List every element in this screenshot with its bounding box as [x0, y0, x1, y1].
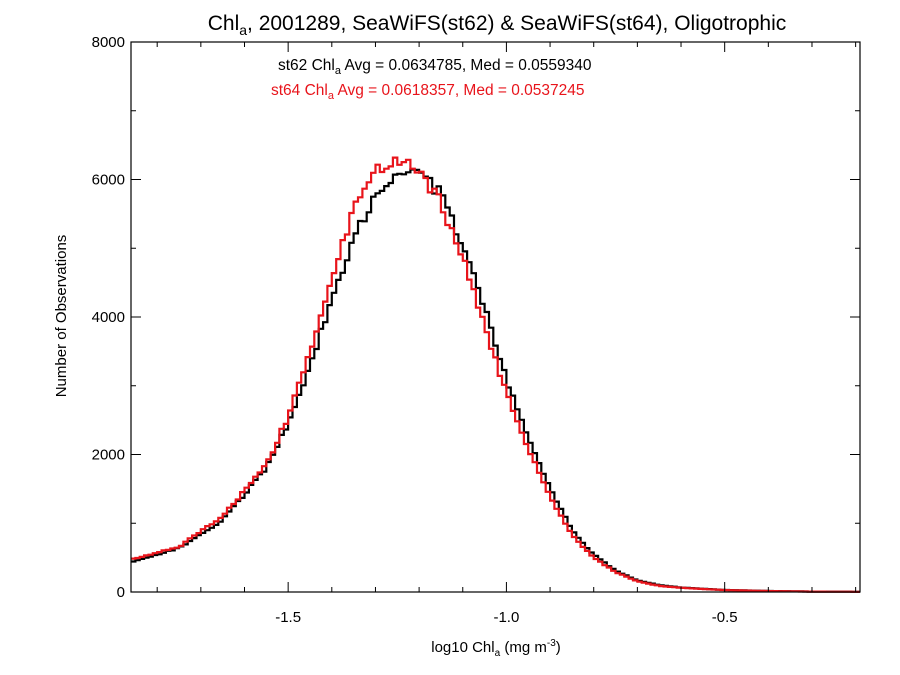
y-tick-label: 0	[117, 584, 125, 601]
x-axis-label-mid: (mg m	[500, 639, 547, 656]
x-tick-label: -0.5	[712, 609, 738, 626]
y-tick-label: 4000	[92, 309, 125, 326]
st62-annotation-sub: a	[335, 65, 342, 77]
x-axis-label: log10 Chla (mg m-3)	[431, 638, 561, 659]
series-layer	[131, 156, 860, 593]
st62-annotation-prefix: st62 Chl	[278, 57, 335, 74]
x-tick-label: -1.0	[493, 609, 519, 626]
st62-annotation: st62 Chla Avg = 0.0634785, Med = 0.05593…	[278, 57, 592, 77]
st64-annotation: st64 Chla Avg = 0.0618357, Med = 0.05372…	[271, 82, 585, 102]
st64-annotation-sub: a	[328, 90, 335, 102]
title-suffix: , 2001289, SeaWiFS(st62) & SeaWiFS(st64)…	[247, 12, 786, 35]
st64-annotation-suffix: Avg = 0.0618357, Med = 0.0537245	[334, 82, 585, 99]
axes-layer: -1.5 -1.0 -0.5 0 2000 4000 6000 8000	[92, 34, 861, 626]
x-tick-label: -1.5	[275, 609, 301, 626]
y-tick-label: 8000	[92, 34, 125, 51]
x-axis-label-sup: -3	[547, 638, 556, 649]
x-axis-label-sub: a	[495, 648, 501, 659]
st62-annotation-suffix: Avg = 0.0634785, Med = 0.0559340	[341, 57, 592, 74]
x-axis-label-suffix: )	[556, 639, 561, 656]
x-axis-label-prefix: log10 Chl	[431, 639, 494, 656]
y-tick-label: 6000	[92, 172, 125, 189]
plot-frame	[130, 41, 861, 593]
series-st64-line	[131, 156, 860, 593]
title-subscript: a	[239, 22, 247, 38]
st64-annotation-prefix: st64 Chl	[271, 82, 328, 99]
chart-title: Chla, 2001289, SeaWiFS(st62) & SeaWiFS(s…	[208, 12, 787, 38]
y-tick-label: 2000	[92, 447, 125, 464]
series-st62-line	[131, 168, 860, 593]
y-axis-label: Number of Observations	[53, 235, 70, 398]
title-prefix: Chl	[208, 12, 240, 35]
